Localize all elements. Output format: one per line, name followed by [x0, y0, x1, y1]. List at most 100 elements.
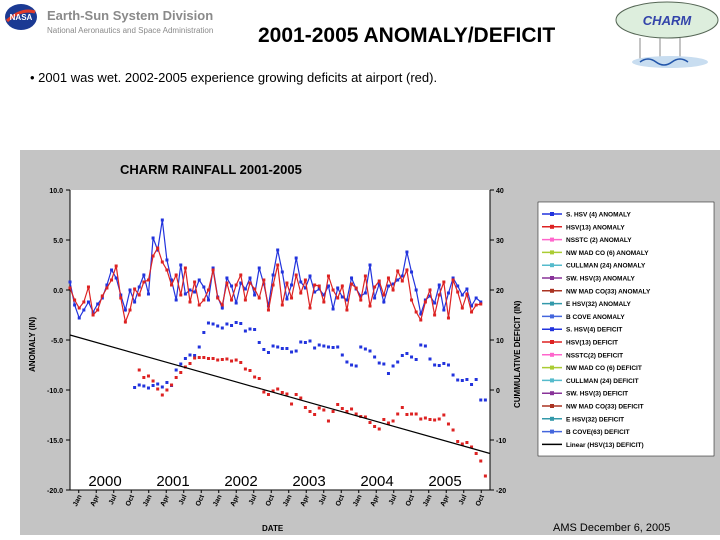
legend-marker [550, 301, 554, 306]
data-point [428, 357, 432, 361]
data-point [340, 407, 344, 410]
data-point [470, 445, 474, 449]
data-point [174, 368, 178, 372]
data-point [363, 415, 367, 419]
data-point [179, 263, 183, 267]
legend-marker [550, 378, 554, 383]
data-point [433, 418, 437, 422]
data-point [151, 379, 155, 383]
data-point [248, 327, 252, 331]
y2-tick-label: 0 [496, 388, 500, 395]
data-point [354, 286, 358, 290]
data-point [419, 312, 423, 316]
data-point [313, 290, 317, 294]
data-point [336, 296, 340, 300]
footer-text: AMS December 6, 2005 [553, 522, 671, 534]
data-point [170, 283, 174, 287]
data-point [363, 274, 367, 278]
data-point [146, 374, 150, 378]
data-point [96, 308, 100, 312]
data-point [419, 343, 423, 347]
legend-marker [550, 250, 554, 255]
data-point [363, 347, 367, 351]
data-point [146, 292, 150, 296]
legend-entry: B COVE ANOMALY [566, 314, 625, 321]
data-point [322, 300, 326, 304]
data-point [400, 274, 404, 278]
series-line [69, 219, 482, 320]
data-point [331, 307, 335, 311]
legend-entry: S. HSV (4) ANOMALY [566, 212, 632, 219]
data-point [188, 300, 192, 304]
data-point [470, 383, 474, 386]
data-point [451, 373, 455, 377]
legend-marker [550, 352, 554, 357]
data-point [377, 361, 381, 365]
data-point [243, 367, 247, 371]
data-point [266, 308, 270, 312]
plot-area [70, 190, 490, 490]
data-point [474, 296, 478, 300]
data-point [340, 353, 344, 357]
data-point [133, 300, 137, 304]
data-point [110, 268, 114, 272]
data-point [123, 320, 127, 324]
data-point [345, 298, 349, 302]
data-point [303, 406, 307, 409]
data-point [442, 308, 446, 312]
data-point [193, 280, 197, 284]
data-point [216, 296, 220, 300]
data-point [460, 293, 464, 297]
legend-entry: NW MAD CO(33) ANOMALY [566, 288, 651, 295]
data-point [239, 281, 243, 285]
legend-entry: E HSV(32) DEFICIT [566, 416, 624, 423]
data-point [276, 263, 280, 267]
data-point [354, 412, 358, 416]
data-point [470, 304, 474, 308]
data-point [230, 359, 234, 363]
data-point [433, 363, 437, 367]
data-point [313, 283, 317, 287]
y-tick-label: -5.0 [51, 338, 63, 345]
data-point [294, 393, 298, 396]
legend-marker [550, 404, 554, 408]
data-point [188, 353, 192, 357]
data-point [433, 301, 437, 305]
legend-entry: SW. HSV(3) DEFICIT [566, 391, 628, 398]
data-point [230, 324, 234, 327]
data-point [350, 407, 354, 411]
y-tick-label: 0.0 [53, 288, 63, 295]
data-point [285, 281, 289, 285]
data-point [460, 442, 464, 446]
y-tick-label: -10.0 [47, 388, 63, 395]
data-point [410, 270, 414, 274]
x-tick-label: Jan [352, 494, 363, 508]
year-labels: 2000 2001 2002 2003 2004 2005 [88, 473, 461, 490]
data-point [156, 248, 160, 252]
data-point [183, 292, 187, 296]
data-point [151, 236, 155, 240]
data-point [91, 313, 95, 317]
data-point [142, 273, 146, 277]
data-point [465, 441, 469, 444]
legend-entry: NW MAD CO(33) DEFICIT [566, 404, 644, 411]
x-tick-label: Jul [248, 494, 259, 506]
data-point [243, 287, 247, 291]
data-point [465, 287, 469, 291]
data-point [193, 356, 197, 360]
data-point [253, 287, 257, 291]
data-point [400, 406, 404, 409]
data-point [359, 294, 363, 298]
legend-entry: HSV(13) DEFICIT [566, 340, 618, 347]
data-point [446, 291, 450, 295]
x-tick-label: Oct [475, 493, 487, 507]
data-point [317, 406, 321, 410]
data-point [216, 358, 220, 362]
data-point [423, 298, 427, 302]
data-point [410, 298, 414, 302]
data-point [193, 290, 197, 294]
data-point [253, 293, 257, 297]
slide-title: 2001-2005 ANOMALY/DEFICIT [258, 24, 556, 47]
data-point [299, 340, 303, 344]
data-point [414, 310, 418, 314]
